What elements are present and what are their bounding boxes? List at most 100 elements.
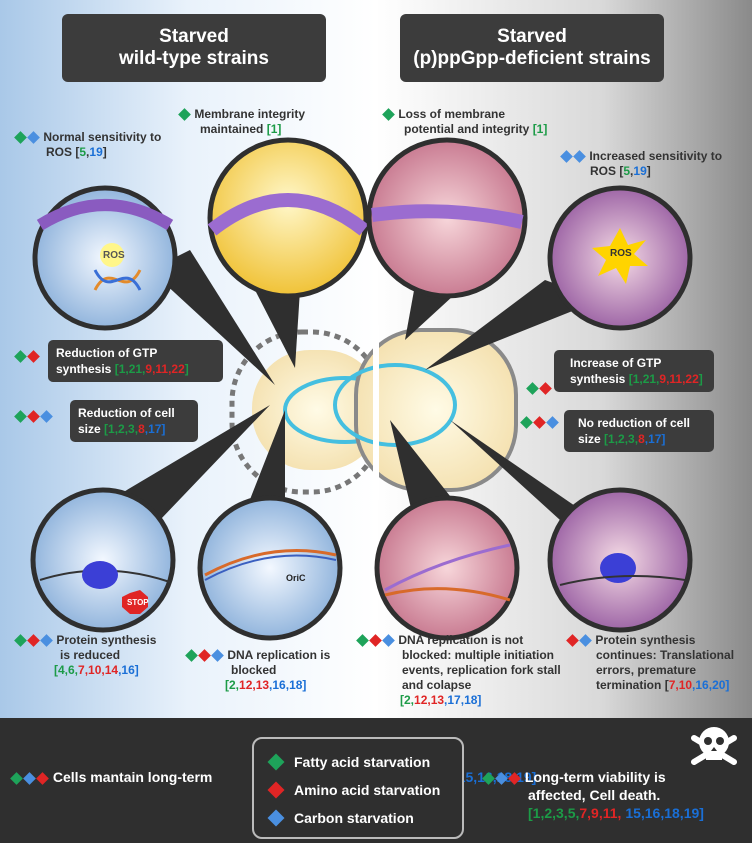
ref-segment: 12,13 <box>414 693 445 707</box>
left-gtp-markers <box>14 348 40 366</box>
right-ros-line2: ROS <box>590 164 617 178</box>
header-right-line2: (p)ppGpp-deficient strains <box>413 48 651 69</box>
left-dna-label: DNA replication is blocked [2,12,13,16,1… <box>185 648 330 693</box>
left-ros-line1: Normal sensitivity to <box>43 130 162 144</box>
legend: Fatty acid starvation Amino acid starvat… <box>252 737 464 839</box>
ref-segment: 7,9,11, <box>579 805 626 821</box>
right-dna-line4: and colapse <box>402 678 472 692</box>
ref-segment: [1] <box>532 122 548 136</box>
ref-segment: ] <box>184 362 189 376</box>
legend-carbon-label: Carbon starvation <box>294 810 414 826</box>
left-dna-refs: [2,12,13,16,18] <box>185 678 330 693</box>
ref-segment: [1,2,3, <box>104 422 139 436</box>
header-ppgpp-deficient: Starved (p)ppGpp-deficient strains <box>400 14 664 82</box>
legend-fatty-label: Fatty acid starvation <box>294 754 431 770</box>
right-cellsize-refs: [1,2,3,8,17] <box>604 432 665 446</box>
right-ros-refs: [5,19] <box>619 164 650 178</box>
left-protein-line1: Protein synthesis <box>56 633 157 647</box>
ref-segment: [1,2,3,5, <box>528 805 580 821</box>
ref-segment: ,16] <box>118 663 139 677</box>
header-wild-type: Starved wild-type strains <box>62 14 326 82</box>
diamond-green-icon <box>14 131 27 145</box>
ros-label-right: ROS <box>610 248 632 259</box>
left-membrane-line1: Membrane integrity <box>194 107 306 121</box>
legend-fatty: Fatty acid starvation <box>267 751 431 773</box>
ref-segment: 5 <box>623 164 631 178</box>
ref-segment: 8 <box>638 432 645 446</box>
left-protein-refs: [4,6,7,10,14,16] <box>14 663 156 678</box>
left-protein-label: Protein synthesis is reduced [4,6,7,10,1… <box>14 633 156 678</box>
ref-segment: , <box>630 164 634 178</box>
left-gtp-line2: synthesis <box>56 362 112 376</box>
stop-sign-label: STOP <box>127 598 149 607</box>
right-protein-line4: termination <box>596 678 662 692</box>
right-dna-line2: blocked: multiple initiation <box>402 648 555 662</box>
left-protein-line2: is reduced <box>60 648 121 662</box>
legend-amino: Amino acid starvation <box>267 779 441 801</box>
left-gtp-refs: [1,21,9,11,22] <box>115 362 189 376</box>
ref-segment: 9,11,22 <box>659 372 699 386</box>
bottom-right-line2: affected, Cell death. <box>528 787 661 803</box>
right-gtp-markers <box>526 380 552 398</box>
ref-segment: [4,6, <box>54 663 79 677</box>
left-gtp-line1: Reduction of GTP <box>56 346 158 360</box>
right-gtp-line2: synthesis <box>570 372 626 386</box>
bottom-left-line1: Cells mantain long-term <box>52 769 213 785</box>
right-cellsize-line2: size <box>578 432 601 446</box>
bottom-right-summary: Long-term viability is affected, Cell de… <box>482 768 752 822</box>
left-cellsize-box: Reduction of cell size [1,2,3,8,17] <box>70 400 198 442</box>
left-cellsize-line1: Reduction of cell <box>78 406 175 420</box>
diamond-green-icon <box>267 753 285 771</box>
header-left-line2: wild-type strains <box>119 48 269 69</box>
bottom-right-line1: Long-term viability is <box>524 769 666 785</box>
ref-segment: 19 <box>633 164 647 178</box>
ref-segment: ,16,18] <box>269 678 307 692</box>
right-membrane-line1: Loss of membrane <box>398 107 506 121</box>
bottom-right-refs: [1,2,3,5,7,9,11, 15,16,18,19] <box>482 805 704 821</box>
ref-segment: 7,10,14 <box>78 663 119 677</box>
right-ros-line1: Increased sensitivity to <box>589 149 723 163</box>
right-dna-line1: DNA replication is not <box>398 633 524 647</box>
ref-segment: , <box>86 145 90 159</box>
left-membrane-label: Membrane integrity maintained [1] <box>178 107 305 137</box>
ref-segment: 7,10 <box>668 678 693 692</box>
right-gtp-line1: Increase of GTP <box>570 356 662 370</box>
left-membrane-line2: maintained <box>200 122 264 136</box>
right-protein-line2: continues: Translational <box>596 648 735 662</box>
left-ros-label: Normal sensitivity to ROS [5,19] <box>14 130 161 160</box>
diamond-red-icon <box>267 781 285 799</box>
oric-label: OriC <box>286 573 306 583</box>
right-dna-refs: [2,12,13,17,18] <box>356 693 561 708</box>
right-cellsize-line1: No reduction of cell <box>578 416 691 430</box>
diamond-blue-icon <box>27 131 40 145</box>
skull-crossbones-icon <box>691 727 737 765</box>
ref-segment: [1,2,3, <box>604 432 639 446</box>
left-ros-refs: [5,19] <box>75 145 106 159</box>
right-membrane-line2: potential and integrity <box>404 122 530 136</box>
right-protein-line1: Protein synthesis <box>595 633 696 647</box>
ref-segment: [1,21, <box>114 362 146 376</box>
legend-carbon: Carbon starvation <box>267 807 414 829</box>
left-cellsize-line2: size <box>78 422 101 436</box>
right-membrane-refs: [1] <box>533 122 548 136</box>
ref-segment: [1] <box>266 122 282 136</box>
right-protein-label: Protein synthesis continues: Translation… <box>566 633 734 693</box>
right-cellsize-markers <box>520 414 559 432</box>
ref-segment: ,17,18] <box>444 693 482 707</box>
right-dna-line3: events, replication fork stall <box>402 663 561 677</box>
right-membrane-label: Loss of membrane potential and integrity… <box>382 107 547 137</box>
ref-segment: [ <box>75 145 80 159</box>
ref-segment: ] <box>646 164 651 178</box>
right-protein-line3: errors, premature <box>596 663 697 677</box>
ref-segment: 12,13 <box>239 678 270 692</box>
legend-amino-label: Amino acid starvation <box>294 782 441 798</box>
diamond-blue-icon <box>267 809 285 827</box>
ref-segment: ,16,20] <box>692 678 730 692</box>
ref-segment: [ <box>619 164 624 178</box>
right-gtp-refs: [1,21,9,11,22] <box>629 372 703 386</box>
ref-segment: [2, <box>400 693 415 707</box>
left-cellsize-markers <box>14 408 53 426</box>
header-left-line1: Starved <box>159 26 229 47</box>
left-dna-line1: DNA replication is <box>227 648 331 662</box>
ref-segment: [ <box>664 678 669 692</box>
